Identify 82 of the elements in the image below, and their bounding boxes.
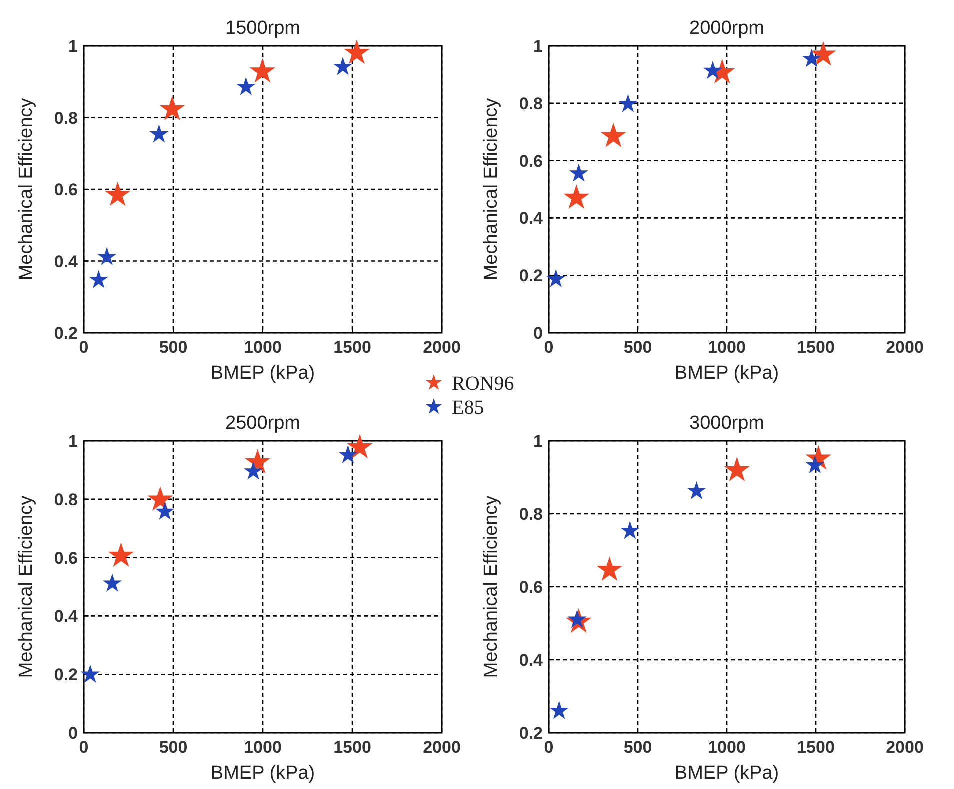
- y-tick-label: 0.6: [54, 180, 78, 200]
- legend-label: E85: [452, 397, 484, 419]
- y-tick-label: 0.8: [54, 490, 78, 510]
- x-tick-label: 1500: [334, 738, 372, 757]
- point: [340, 446, 357, 463]
- point: [570, 164, 588, 182]
- y-tick-label: 0.8: [519, 505, 543, 524]
- y-tick-label: 0.4: [54, 607, 79, 626]
- x-tick-label: 500: [159, 338, 188, 357]
- point: [620, 95, 637, 112]
- x-tick-label: 1000: [708, 338, 746, 357]
- y-tick-label: 0.2: [54, 666, 78, 685]
- chart-title: 2500rpm: [226, 413, 300, 434]
- x-axis-title: BMEP (kPa): [674, 763, 780, 784]
- x-tick-label: 1000: [708, 738, 746, 757]
- point: [334, 58, 352, 74]
- point: [104, 574, 121, 592]
- y-tick-label: 1: [534, 37, 543, 56]
- point: [598, 558, 622, 580]
- point: [250, 59, 274, 82]
- y-tick-label: 0.8: [519, 94, 543, 114]
- point: [550, 702, 568, 718]
- y-tick-label: 0.4: [519, 209, 544, 228]
- point: [90, 271, 108, 288]
- point: [688, 482, 706, 499]
- point: [704, 62, 722, 78]
- y-tick-label: 0.2: [54, 324, 78, 343]
- y-tick-label: 0.4: [54, 252, 79, 272]
- x-tick-label: 1000: [244, 738, 282, 757]
- x-tick-label: 1500: [797, 738, 835, 757]
- point: [106, 182, 130, 206]
- point: [156, 503, 174, 520]
- point: [160, 97, 184, 120]
- y-tick-label: 0.2: [519, 266, 543, 286]
- point: [82, 666, 99, 682]
- x-tick-label: 2000: [886, 338, 924, 357]
- y-tick-label: 0.8: [54, 108, 78, 128]
- point: [725, 458, 749, 481]
- y-tick-label: 0: [534, 324, 543, 343]
- y-tick-label: 0.2: [519, 724, 543, 743]
- y-axis-title: Mechanical Efficiency: [481, 495, 502, 678]
- x-axis-title: BMEP (kPa): [674, 363, 780, 384]
- chart-title: 3000rpm: [690, 413, 764, 434]
- point: [345, 40, 369, 64]
- point: [812, 42, 836, 66]
- legend-label: RON96: [452, 373, 514, 395]
- x-tick-label: 500: [624, 338, 652, 357]
- y-tick-label: 0.6: [519, 578, 543, 597]
- y-axis-title: Mechanical Efficiency: [16, 495, 37, 678]
- point: [602, 124, 626, 147]
- point: [548, 270, 565, 287]
- x-tick-label: 500: [159, 738, 188, 757]
- point: [148, 488, 172, 510]
- x-axis-title: BMEP (kPa): [210, 763, 316, 784]
- point: [348, 435, 372, 458]
- point: [803, 50, 820, 66]
- point: [622, 522, 639, 538]
- x-tick-label: 1500: [797, 338, 835, 357]
- y-tick-label: 1: [68, 37, 78, 56]
- chart-title: 2000rpm: [690, 18, 764, 39]
- point: [98, 248, 116, 265]
- y-axis-title: Mechanical Efficiency: [481, 98, 502, 281]
- point: [150, 126, 168, 142]
- x-tick-label: 500: [624, 738, 652, 757]
- x-tick-label: 1000: [244, 338, 282, 357]
- point: [109, 544, 134, 566]
- x-tick-label: 2000: [886, 738, 924, 757]
- x-tick-label: 2000: [423, 338, 461, 357]
- y-axis-title: Mechanical Efficiency: [16, 98, 37, 281]
- x-tick-label: 1500: [334, 338, 372, 357]
- y-tick-label: 0.6: [519, 152, 543, 171]
- y-tick-label: 0.4: [519, 651, 544, 670]
- point: [238, 78, 255, 95]
- y-tick-label: 1: [534, 432, 543, 451]
- point: [245, 462, 262, 479]
- y-tick-label: 0.6: [54, 548, 78, 568]
- point: [564, 186, 588, 208]
- y-tick-label: 1: [68, 432, 78, 451]
- chart-title: 1500rpm: [226, 18, 300, 39]
- x-axis-title: BMEP (kPa): [210, 363, 316, 384]
- y-tick-label: 0: [68, 724, 78, 743]
- x-tick-label: 2000: [423, 738, 461, 757]
